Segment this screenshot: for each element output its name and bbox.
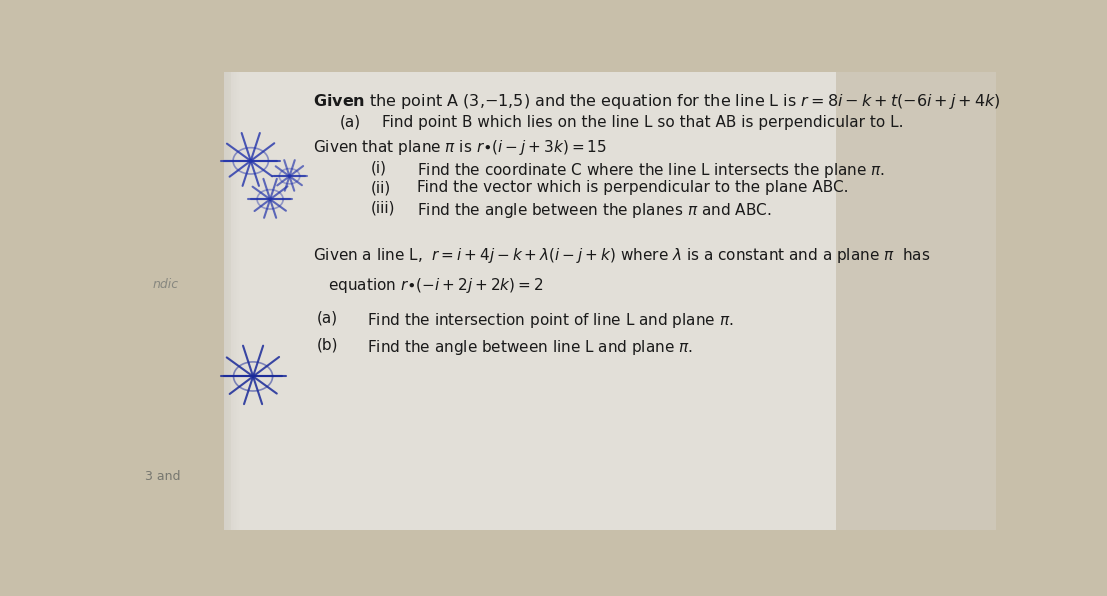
Text: Find the vector which is perpendicular to the plane ABC.: Find the vector which is perpendicular t… (417, 180, 849, 195)
Bar (234, 72, 236, 530)
Text: Find the coordinate C where the line L intersects the plane $\pi$.: Find the coordinate C where the line L i… (417, 161, 886, 180)
Bar (238, 72, 239, 530)
Bar (236, 72, 237, 530)
Text: (i): (i) (371, 161, 386, 176)
Bar (232, 72, 234, 530)
Text: 3 and: 3 and (145, 470, 180, 483)
Text: equation $r{\bullet}\left(-i+2j+2k\right)=2$: equation $r{\bullet}\left(-i+2j+2k\right… (329, 277, 544, 296)
Bar (228, 72, 230, 530)
Bar (231, 72, 942, 530)
Bar (230, 72, 231, 530)
Text: (a): (a) (340, 114, 361, 130)
Bar (225, 72, 226, 530)
Bar (237, 72, 238, 530)
Text: Find the angle between line L and plane $\pi$.: Find the angle between line L and plane … (368, 338, 693, 357)
Text: Find point B which lies on the line L so that AB is perpendicular to L.: Find point B which lies on the line L so… (383, 114, 904, 130)
Bar (231, 72, 232, 530)
Text: ndic: ndic (153, 278, 178, 290)
Text: Find the intersection point of line L and plane $\pi$.: Find the intersection point of line L an… (368, 311, 734, 330)
Bar (229, 72, 230, 530)
Bar (230, 72, 232, 530)
Bar (236, 72, 238, 530)
Bar (232, 72, 235, 530)
Text: (iii): (iii) (371, 201, 395, 216)
Text: Given that plane $\pi$ is $r{\bullet}\left(i-j+3k\right)=15$: Given that plane $\pi$ is $r{\bullet}\le… (313, 138, 607, 157)
Bar (235, 72, 236, 530)
Bar (225, 72, 227, 530)
Text: (ii): (ii) (371, 180, 391, 195)
Text: Find the angle between the planes $\pi$ and ABC.: Find the angle between the planes $\pi$ … (417, 201, 772, 220)
Text: (b): (b) (317, 338, 338, 353)
Bar (228, 72, 229, 530)
Bar (224, 72, 225, 530)
Text: Given a line L,  $r=i+4j-k+\lambda(i-j+k)$ where $\lambda$ is a constant and a p: Given a line L, $r=i+4j-k+\lambda(i-j+k)… (313, 246, 930, 265)
Text: (a): (a) (317, 311, 338, 326)
Bar (227, 72, 228, 530)
Bar (238, 72, 240, 530)
Text: $\mathbf{Given}$ the point A (3,−1,5) and the equation for the line L is $r=8i-k: $\mathbf{Given}$ the point A (3,−1,5) an… (313, 92, 1001, 110)
Bar (226, 72, 228, 530)
Bar (836, 72, 996, 530)
